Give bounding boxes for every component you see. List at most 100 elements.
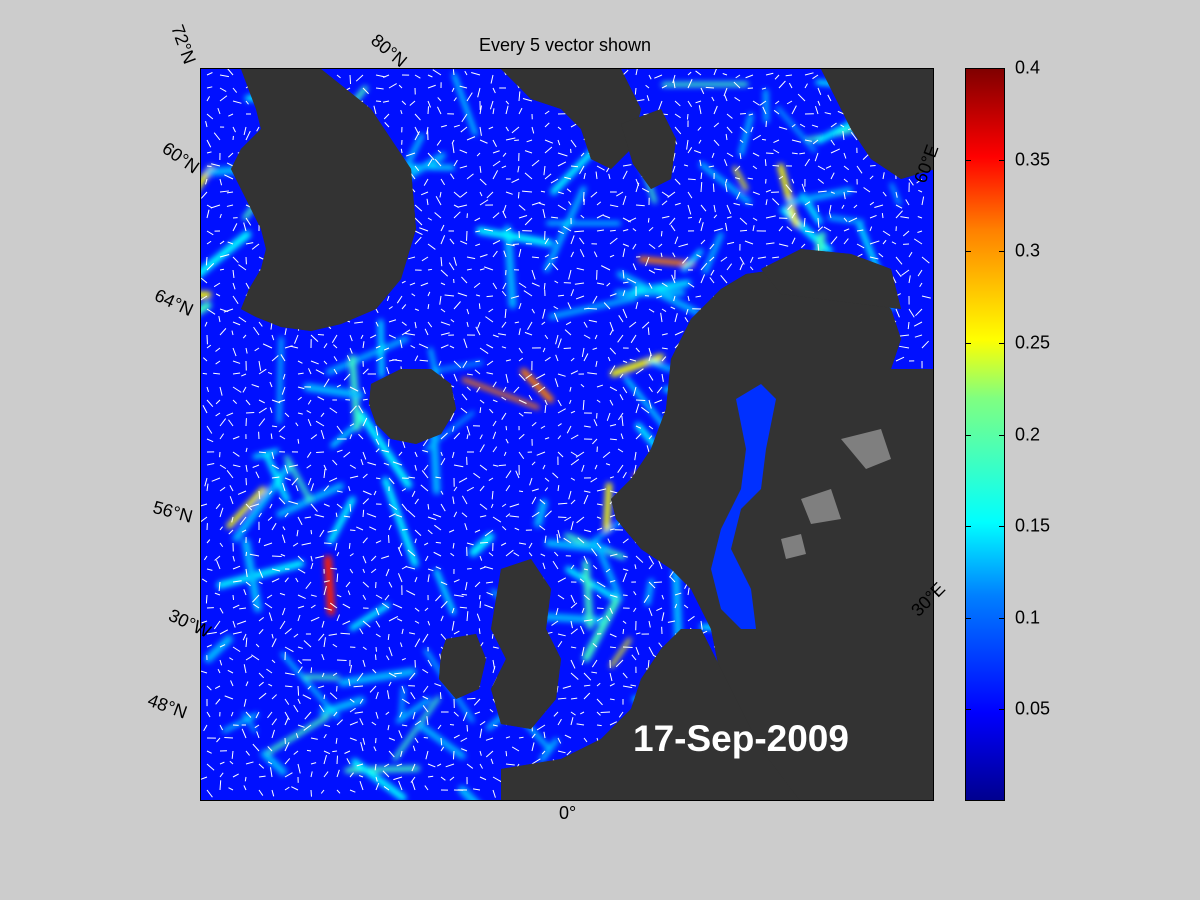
velocity-vector bbox=[232, 282, 236, 290]
speed-streak bbox=[424, 411, 475, 452]
velocity-vector bbox=[258, 360, 262, 371]
velocity-vector bbox=[518, 357, 524, 362]
velocity-vector bbox=[369, 526, 377, 531]
velocity-vector bbox=[564, 734, 572, 739]
velocity-vector bbox=[648, 269, 656, 274]
velocity-vector bbox=[288, 500, 299, 505]
velocity-vector bbox=[479, 268, 485, 271]
velocity-vector bbox=[284, 464, 289, 474]
velocity-vector bbox=[592, 347, 598, 350]
velocity-vector bbox=[791, 139, 802, 143]
velocity-vector bbox=[258, 568, 264, 578]
velocity-vector bbox=[555, 239, 559, 245]
velocity-vector bbox=[434, 158, 442, 167]
colorbar-tick-label: 0.25 bbox=[1015, 332, 1051, 353]
velocity-vector bbox=[557, 126, 562, 130]
colorbar-tick-label: 0.15 bbox=[1015, 515, 1051, 536]
velocity-vector bbox=[461, 512, 468, 518]
velocity-vector bbox=[375, 321, 379, 327]
velocity-vector bbox=[453, 630, 460, 635]
velocity-vector bbox=[258, 692, 267, 700]
velocity-vector bbox=[374, 763, 377, 771]
velocity-vector bbox=[478, 303, 481, 310]
velocity-vector bbox=[630, 684, 637, 687]
velocity-vector bbox=[570, 458, 580, 466]
velocity-vector bbox=[349, 405, 357, 414]
velocity-vector bbox=[660, 230, 663, 237]
velocity-vector bbox=[433, 551, 442, 557]
velocity-vector bbox=[310, 360, 319, 365]
velocity-vector bbox=[231, 330, 234, 336]
velocity-vector bbox=[674, 603, 678, 609]
velocity-vector bbox=[587, 372, 598, 375]
velocity-vector bbox=[219, 542, 224, 548]
velocity-vector bbox=[778, 225, 784, 232]
velocity-vector bbox=[359, 698, 364, 704]
velocity-vector bbox=[369, 685, 377, 693]
velocity-vector bbox=[281, 607, 286, 616]
velocity-vector bbox=[349, 475, 359, 479]
velocity-vector bbox=[297, 614, 301, 622]
velocity-vector bbox=[371, 721, 377, 726]
velocity-vector bbox=[218, 581, 221, 592]
velocity-vector bbox=[232, 372, 241, 375]
velocity-vector bbox=[843, 238, 849, 245]
velocity-vector bbox=[765, 242, 775, 245]
velocity-vector bbox=[485, 316, 494, 323]
speed-streak bbox=[681, 248, 703, 272]
velocity-vector bbox=[736, 191, 741, 200]
velocity-vector bbox=[232, 604, 240, 609]
speed-streak bbox=[327, 496, 356, 544]
velocity-vector bbox=[596, 165, 605, 171]
velocity-vector bbox=[672, 165, 676, 173]
velocity-vector bbox=[459, 165, 468, 169]
velocity-vector bbox=[219, 607, 224, 614]
velocity-vector bbox=[321, 672, 325, 678]
velocity-vector bbox=[228, 787, 234, 791]
velocity-vector bbox=[596, 581, 606, 588]
velocity-vector bbox=[375, 776, 378, 782]
velocity-vector bbox=[687, 204, 692, 215]
velocity-vector bbox=[268, 683, 273, 687]
velocity-vector bbox=[271, 399, 281, 404]
velocity-vector bbox=[544, 399, 548, 406]
velocity-vector bbox=[759, 100, 767, 106]
velocity-vector bbox=[617, 448, 624, 453]
velocity-vector bbox=[400, 109, 403, 115]
europe-landmass-overlay bbox=[501, 629, 800, 800]
velocity-vector bbox=[788, 82, 793, 89]
velocity-vector bbox=[502, 152, 507, 157]
velocity-vector bbox=[484, 565, 494, 570]
speed-streak bbox=[226, 486, 266, 529]
velocity-vector bbox=[609, 386, 618, 392]
velocity-vector bbox=[582, 399, 585, 410]
velocity-vector bbox=[460, 748, 468, 752]
velocity-vector bbox=[228, 152, 234, 158]
velocity-vector bbox=[334, 542, 338, 551]
velocity-vector bbox=[622, 594, 628, 597]
velocity-vector bbox=[557, 435, 562, 440]
velocity-vector bbox=[280, 553, 286, 557]
velocity-vector bbox=[609, 672, 613, 682]
velocity-vector bbox=[448, 529, 455, 533]
velocity-vector bbox=[336, 425, 344, 434]
velocity-vector bbox=[252, 594, 260, 603]
velocity-vector bbox=[528, 552, 533, 557]
velocity-vector bbox=[596, 516, 602, 519]
velocity-vector bbox=[654, 74, 663, 79]
velocity-vector bbox=[258, 368, 267, 375]
velocity-vector bbox=[622, 646, 633, 649]
velocity-vector bbox=[226, 412, 234, 417]
velocity-vector bbox=[329, 477, 338, 482]
velocity-vector bbox=[747, 177, 754, 180]
velocity-vector bbox=[401, 100, 407, 106]
speed-streak bbox=[616, 271, 700, 316]
velocity-vector bbox=[459, 191, 468, 198]
velocity-vector bbox=[370, 568, 377, 574]
velocity-vector bbox=[502, 210, 507, 219]
velocity-vector bbox=[543, 282, 546, 290]
velocity-vector bbox=[658, 642, 663, 648]
velocity-vector bbox=[899, 345, 910, 349]
velocity-vector bbox=[627, 217, 637, 223]
velocity-vector bbox=[466, 308, 470, 315]
